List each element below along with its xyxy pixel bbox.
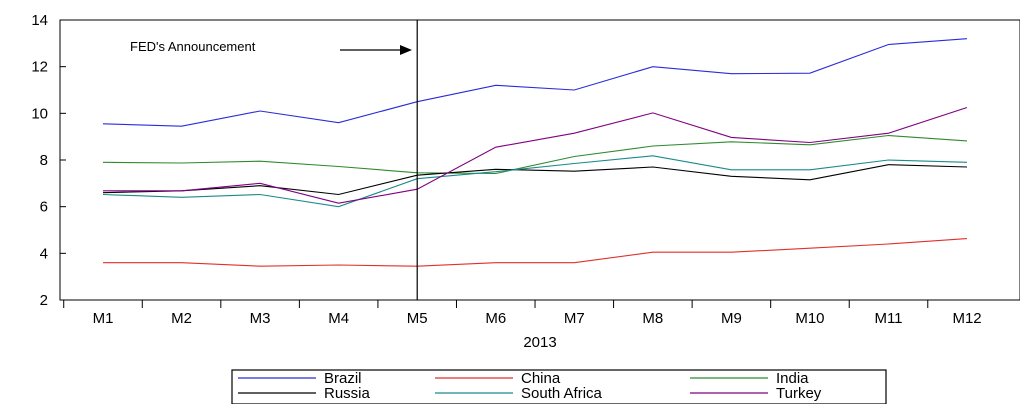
x-tick-label-m1: M1 — [93, 310, 114, 327]
y-tick-label: 4 — [40, 245, 48, 262]
series-line-south-africa — [102, 155, 968, 208]
y-tick-label: 12 — [31, 59, 48, 76]
series-lines — [102, 38, 968, 267]
x-tick-label-m6: M6 — [485, 310, 506, 327]
legend-label: Turkey — [776, 385, 822, 402]
legend-box — [231, 369, 887, 404]
y-tick-label: 6 — [40, 199, 48, 216]
y-tick-label: 10 — [31, 105, 48, 122]
y-tick-label: 2 — [40, 292, 48, 309]
y-tick-label: 14 — [31, 12, 48, 29]
x-axis-title: 2013 — [523, 334, 556, 351]
x-axis: M1 M2 M3 M4 M5 M6 M7 M8 M9 M10 M11 M12 — [63, 300, 982, 327]
legend-label: South Africa — [521, 385, 603, 402]
series-line-russia — [102, 164, 968, 196]
plot-area-frame — [59, 19, 1020, 301]
legend: Brazil China India Russia South Africa Turkey — [231, 369, 887, 404]
x-tick-label-m11: M11 — [874, 310, 902, 327]
x-tick-label-m3: M3 — [250, 310, 271, 327]
legend-label: India — [776, 370, 809, 387]
y-axis: 2 4 6 8 10 12 14 — [31, 12, 66, 309]
series-line-turkey — [103, 106, 968, 204]
annotation: FED's Announcement — [130, 20, 418, 300]
x-tick-label-m4: M4 — [328, 310, 349, 327]
x-tick-label-m10: M10 — [795, 310, 824, 327]
series-line-china — [103, 238, 968, 267]
x-tick-label-m8: M8 — [642, 310, 663, 327]
series-line-brazil — [102, 38, 968, 127]
x-tick-label-m9: M9 — [721, 310, 742, 327]
x-tick-label-m7: M7 — [564, 310, 585, 327]
legend-label: Brazil — [324, 370, 362, 387]
series-line-india — [102, 134, 968, 175]
legend-label: China — [521, 370, 561, 387]
x-tick-label-m5: M5 — [407, 310, 428, 327]
legend-label: Russia — [324, 385, 371, 402]
x-tick-label-m2: M2 — [171, 310, 192, 327]
y-tick-label: 8 — [40, 152, 48, 169]
fed-announcement-arrow-head — [400, 45, 412, 55]
x-tick-label-m12: M12 — [952, 310, 981, 327]
fed-announcement-label: FED's Announcement — [130, 39, 256, 54]
